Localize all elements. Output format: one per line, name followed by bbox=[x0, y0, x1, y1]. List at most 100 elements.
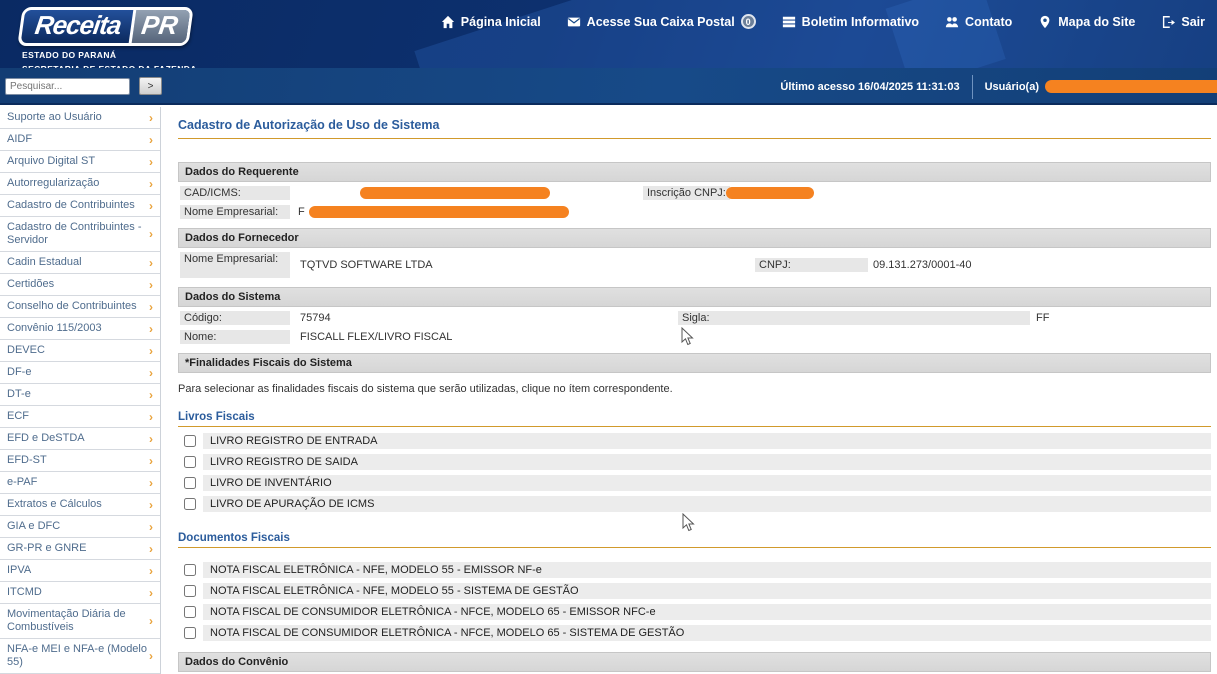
redacted-cad-icms bbox=[360, 187, 550, 199]
livros-fiscais-title: Livros Fiscais bbox=[178, 411, 255, 423]
sidebar-item[interactable]: NFA-e MEI e NFA-e (Modelo 55) › bbox=[0, 639, 160, 674]
chevron-right-icon: › bbox=[149, 431, 153, 446]
search-button[interactable]: > bbox=[139, 77, 162, 95]
documento-checkbox[interactable] bbox=[184, 627, 196, 639]
sistema-nome-value: FISCALL FLEX/LIVRO FISCAL bbox=[300, 331, 453, 343]
map-pin-icon bbox=[1040, 15, 1050, 28]
sidebar-item[interactable]: Suporte ao Usuário › bbox=[0, 107, 160, 129]
chevron-right-icon: › bbox=[149, 299, 153, 314]
chevron-right-icon: › bbox=[149, 409, 153, 424]
chevron-right-icon: › bbox=[149, 475, 153, 490]
sidebar-menu: Suporte ao Usuário › AIDF › Arquivo Digi… bbox=[0, 107, 161, 674]
sidebar-item[interactable]: Movimentação Diária de Combustíveis › bbox=[0, 604, 160, 639]
user-label: Usuário(a) bbox=[984, 80, 1039, 93]
livro-checkbox[interactable] bbox=[184, 477, 196, 489]
chevron-right-icon: › bbox=[149, 154, 153, 169]
livro-checkbox[interactable] bbox=[184, 498, 196, 510]
chevron-right-icon: › bbox=[149, 585, 153, 600]
documentos-underline bbox=[178, 547, 1211, 548]
finalidades-instructions: Para selecionar as finalidades fiscais d… bbox=[178, 383, 673, 395]
chevron-right-icon: › bbox=[149, 614, 153, 628]
sidebar-item[interactable]: Conselho de Contribuintes › bbox=[0, 296, 160, 318]
sidebar-item[interactable]: IPVA › bbox=[0, 560, 160, 582]
last-access-text: Último acesso 16/04/2025 11:31:03 bbox=[780, 80, 960, 93]
chevron-right-icon: › bbox=[149, 497, 153, 512]
fornecedor-cnpj-label: CNPJ: bbox=[755, 258, 868, 272]
sidebar-item[interactable]: Cadin Estadual › bbox=[0, 252, 160, 274]
nav-pagina-inicial[interactable]: Página Inicial bbox=[441, 15, 541, 29]
top-header: Receita PR ESTADO DO PARANÁ SECRETARIA D… bbox=[0, 0, 1217, 68]
sidebar-item[interactable]: DF-e › bbox=[0, 362, 160, 384]
sidebar-item[interactable]: e-PAF › bbox=[0, 472, 160, 494]
nav-mapa-do-site[interactable]: Mapa do Site bbox=[1038, 15, 1135, 29]
home-icon bbox=[441, 15, 454, 28]
checkbox-row[interactable]: LIVRO DE INVENTÁRIO bbox=[178, 475, 1211, 491]
mailbox-count-badge: 0 bbox=[740, 14, 756, 29]
checkbox-row[interactable]: NOTA FISCAL DE CONSUMIDOR ELETRÔNICA - N… bbox=[178, 604, 1211, 620]
codigo-label: Código: bbox=[180, 311, 290, 325]
sidebar-item[interactable]: ECF › bbox=[0, 406, 160, 428]
fornecedor-cnpj-value: 09.131.273/0001-40 bbox=[873, 259, 972, 271]
sidebar-item[interactable]: Extratos e Cálculos › bbox=[0, 494, 160, 516]
sidebar-item[interactable]: DEVEC › bbox=[0, 340, 160, 362]
checkbox-row[interactable]: NOTA FISCAL ELETRÔNICA - NFE, MODELO 55 … bbox=[178, 562, 1211, 578]
livros-underline bbox=[178, 426, 1211, 427]
checkbox-row[interactable]: LIVRO REGISTRO DE ENTRADA bbox=[178, 433, 1211, 449]
sidebar-item[interactable]: Cadastro de Contribuintes › bbox=[0, 195, 160, 217]
search-input[interactable] bbox=[5, 77, 130, 95]
receita-pr-logo: Receita PR ESTADO DO PARANÁ SECRETARIA D… bbox=[17, 7, 197, 68]
checkbox-row[interactable]: NOTA FISCAL ELETRÔNICA - NFE, MODELO 55 … bbox=[178, 583, 1211, 599]
sidebar-item[interactable]: GR-PR e GNRE › bbox=[0, 538, 160, 560]
chevron-right-icon: › bbox=[149, 277, 153, 292]
section-dados-requerente: Dados do Requerente bbox=[178, 162, 1211, 182]
sidebar-item[interactable]: EFD e DeSTDA › bbox=[0, 428, 160, 450]
nav-caixa-postal[interactable]: Acesse Sua Caixa Postal 0 bbox=[567, 14, 756, 29]
livro-checkbox[interactable] bbox=[184, 435, 196, 447]
nav-boletim-informativo[interactable]: Boletim Informativo bbox=[782, 15, 919, 29]
checkbox-row[interactable]: LIVRO DE APURAÇÃO DE ICMS bbox=[178, 496, 1211, 512]
nav-sair[interactable]: Sair bbox=[1161, 15, 1205, 29]
documento-checkbox[interactable] bbox=[184, 564, 196, 576]
chevron-right-icon: › bbox=[149, 365, 153, 380]
chevron-right-icon: › bbox=[149, 519, 153, 534]
nome-empresarial-prefix: F bbox=[298, 206, 305, 218]
documento-checkbox[interactable] bbox=[184, 585, 196, 597]
livro-checkbox[interactable] bbox=[184, 456, 196, 468]
sidebar-item[interactable]: Arquivo Digital ST › bbox=[0, 151, 160, 173]
row-fornecedor: Nome Empresarial: TQTVD SOFTWARE LTDA CN… bbox=[178, 252, 1211, 279]
sidebar-item[interactable]: EFD-ST › bbox=[0, 450, 160, 472]
sidebar-item[interactable]: GIA e DFC › bbox=[0, 516, 160, 538]
documentos-fiscais-title: Documentos Fiscais bbox=[178, 532, 290, 544]
sistema-nome-label: Nome: bbox=[180, 330, 290, 344]
checkbox-row[interactable]: NOTA FISCAL DE CONSUMIDOR ELETRÔNICA - N… bbox=[178, 625, 1211, 641]
sidebar-item[interactable]: AIDF › bbox=[0, 129, 160, 151]
chevron-right-icon: › bbox=[149, 649, 153, 663]
logo-subline-1: ESTADO DO PARANÁ bbox=[22, 50, 117, 60]
chevron-right-icon: › bbox=[149, 255, 153, 270]
chevron-right-icon: › bbox=[149, 227, 153, 241]
row-nome-empresarial: Nome Empresarial: F bbox=[178, 205, 1211, 220]
nome-empresarial-label: Nome Empresarial: bbox=[180, 205, 290, 219]
sidebar-item[interactable]: Cadastro de Contribuintes - Servidor › bbox=[0, 217, 160, 252]
redacted-username bbox=[1045, 80, 1217, 93]
contact-icon bbox=[945, 16, 959, 27]
sidebar-item[interactable]: Convênio 115/2003 › bbox=[0, 318, 160, 340]
title-underline bbox=[178, 138, 1211, 139]
row-codigo-sigla: Código: 75794 Sigla: FF bbox=[178, 311, 1211, 326]
section-finalidades-fiscais: *Finalidades Fiscais do Sistema bbox=[178, 353, 1211, 373]
sidebar-item[interactable]: ITCMD › bbox=[0, 582, 160, 604]
fornecedor-nome-label: Nome Empresarial: bbox=[180, 252, 290, 278]
sidebar-item[interactable]: Certidões › bbox=[0, 274, 160, 296]
checkbox-row[interactable]: LIVRO REGISTRO DE SAIDA bbox=[178, 454, 1211, 470]
nav-contato[interactable]: Contato bbox=[945, 15, 1012, 29]
sidebar-item[interactable]: Autorregularização › bbox=[0, 173, 160, 195]
secondary-bar: > Último acesso 16/04/2025 11:31:03 Usuá… bbox=[0, 68, 1217, 105]
documento-checkbox[interactable] bbox=[184, 606, 196, 618]
bulletin-icon bbox=[782, 16, 795, 27]
sidebar-item[interactable]: DT-e › bbox=[0, 384, 160, 406]
chevron-right-icon: › bbox=[149, 387, 153, 402]
row-cad-icms: CAD/ICMS: Inscrição CNPJ: bbox=[178, 186, 1211, 201]
chevron-right-icon: › bbox=[149, 563, 153, 578]
row-nome-sistema: Nome: FISCALL FLEX/LIVRO FISCAL bbox=[178, 330, 1211, 345]
main-content: Cadastro de Autorização de Uso de Sistem… bbox=[178, 105, 1217, 674]
